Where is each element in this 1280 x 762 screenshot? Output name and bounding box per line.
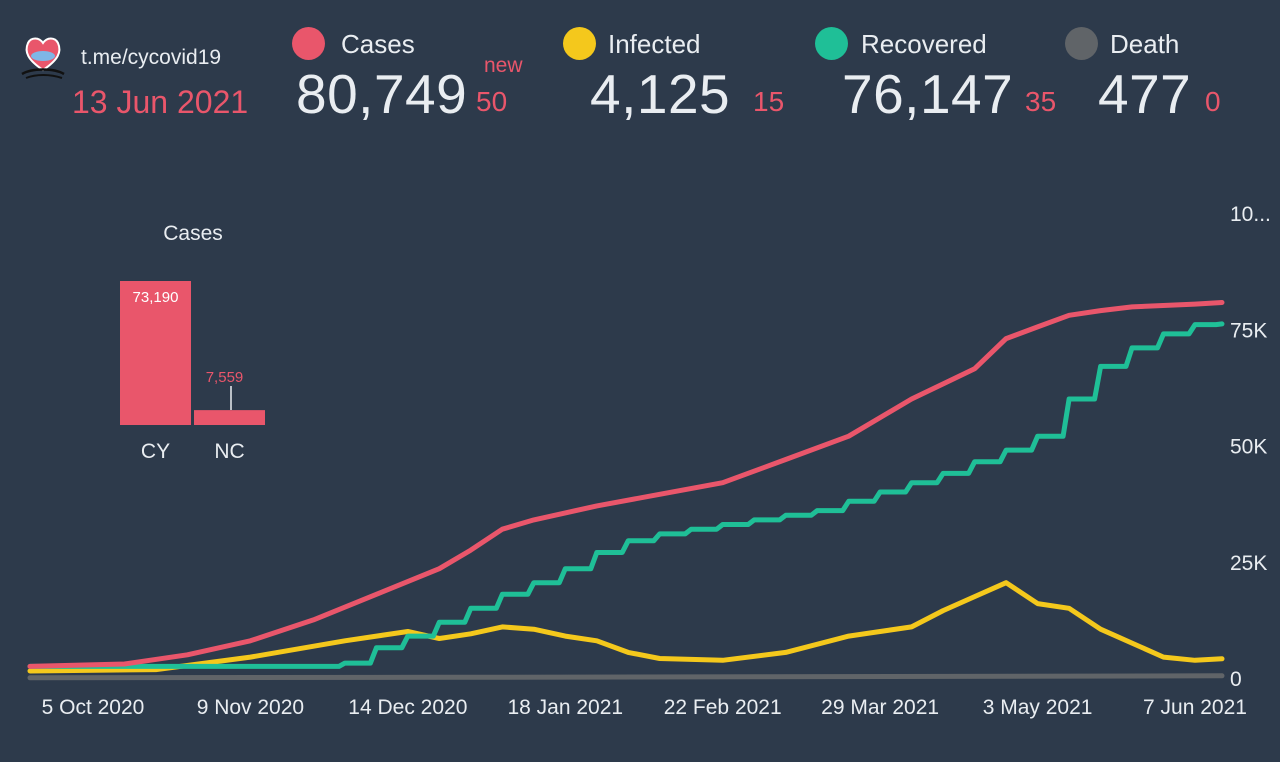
x-tick-label: 7 Jun 2021 (1143, 696, 1247, 719)
death-new-value: 0 (1205, 86, 1221, 117)
y-tick-label: 50K (1230, 436, 1267, 459)
bar-value-label: 7,559 (206, 369, 244, 386)
cases-label: Cases (341, 29, 415, 59)
x-tick-label: 18 Jan 2021 (507, 696, 623, 719)
infected-label: Infected (608, 29, 701, 59)
infected-value: 4,125 (590, 63, 731, 125)
bar-category-label: NC (214, 440, 244, 463)
cases-legend-dot (292, 27, 325, 60)
recovered-legend-dot (815, 27, 848, 60)
recovered-value: 76,147 (842, 63, 1014, 125)
y-tick-label: 75K (1230, 319, 1267, 342)
bar-cy (120, 281, 191, 425)
cases-value: 80,749 (296, 63, 468, 125)
series-line-cases (27, 300, 1225, 669)
x-tick-label: 9 Nov 2020 (197, 696, 304, 719)
x-tick-label: 5 Oct 2020 (42, 696, 145, 719)
x-tick-label: 22 Feb 2021 (664, 696, 782, 719)
series-line-infected (27, 580, 1225, 674)
x-tick-label: 14 Dec 2020 (348, 696, 467, 719)
series-line-death (27, 673, 1225, 681)
recovered-label: Recovered (861, 29, 987, 59)
infected-new-value: 15 (753, 86, 785, 117)
x-tick-label: 3 May 2021 (983, 696, 1093, 719)
bar-value-label: 73,190 (133, 289, 179, 306)
y-tick-label: 0 (1230, 668, 1242, 691)
bar-nc (194, 410, 265, 425)
cases-new-value: 50 (476, 86, 508, 117)
bar-chart-title: Cases (163, 222, 223, 245)
series-line-recovered (27, 321, 1225, 669)
death-legend-dot (1065, 27, 1098, 60)
death-label: Death (1110, 29, 1180, 59)
death-value: 477 (1098, 63, 1192, 125)
x-tick-label: 29 Mar 2021 (821, 696, 939, 719)
bar-category-label: CY (141, 440, 170, 463)
cyprus-heart-logo-icon (21, 37, 65, 79)
telegram-source-link[interactable]: t.me/cycovid19 (81, 46, 222, 69)
y-tick-label: 25K (1230, 552, 1267, 575)
infected-legend-dot (563, 27, 596, 60)
recovered-new-value: 35 (1025, 86, 1057, 117)
report-date: 13 Jun 2021 (72, 84, 249, 120)
new-label: new (484, 54, 523, 77)
y-tick-label: 10... (1230, 203, 1271, 226)
